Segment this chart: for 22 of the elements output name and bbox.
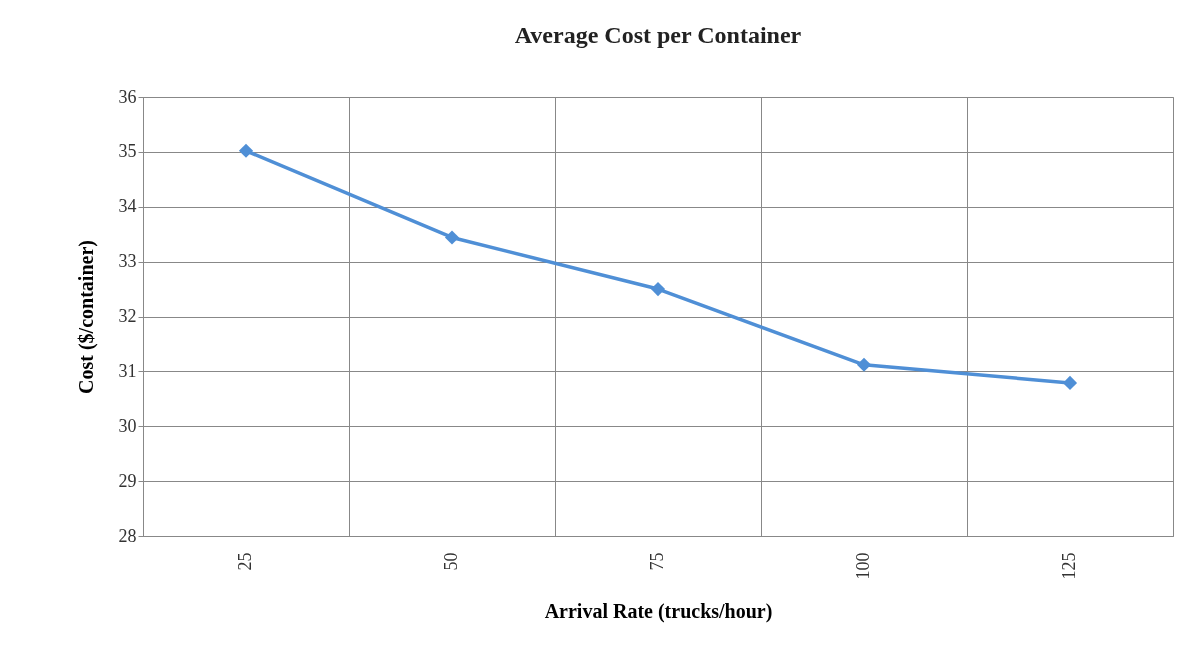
y-tick-label: 35 (118, 141, 137, 162)
y-tick-label: 28 (118, 525, 137, 546)
y-tick-label: 31 (118, 360, 137, 381)
y-tick-label: 34 (118, 196, 137, 217)
x-tick-label: 125 (1059, 552, 1079, 580)
y-tick-label: 32 (118, 306, 137, 326)
point (650, 281, 666, 297)
point (856, 357, 872, 372)
y-tick-label: 36 (118, 86, 137, 107)
x-axis-title: Arrival Rate (trucks/hour) (544, 599, 773, 623)
y-tick-label: 33 (118, 251, 137, 272)
point (444, 230, 460, 245)
y-tick-label: 30 (118, 415, 137, 436)
x-tick-label: 50 (441, 552, 461, 571)
y-tick-label: 29 (118, 470, 137, 491)
chart-title: Average Cost per Container (514, 22, 802, 48)
y-axis-title: Cost ($/container) (74, 240, 98, 394)
x-tick-label: 100 (853, 552, 873, 580)
x-tick-label: 75 (647, 552, 667, 571)
point (1062, 375, 1078, 390)
point (238, 143, 254, 158)
x-tick-label: 25 (235, 552, 255, 571)
